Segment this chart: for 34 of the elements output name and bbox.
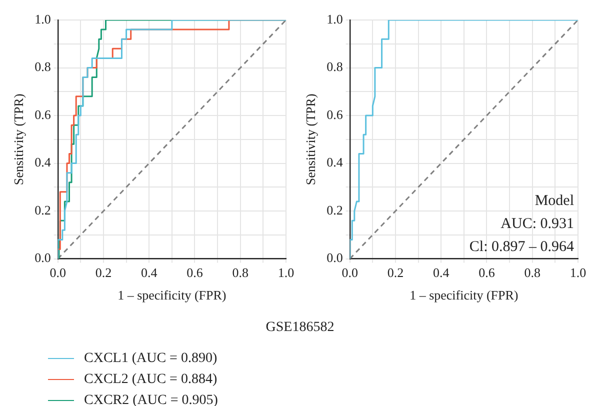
annotation: Cl: 0.897 – 0.964: [469, 239, 574, 256]
y-tick-label: 0.6: [34, 106, 52, 122]
x-tick-label: 0.6: [186, 265, 204, 280]
x-tick-label: 0.6: [478, 265, 496, 280]
y-tick-label: 0.4: [34, 154, 52, 170]
y-tick-label: 0.8: [34, 59, 51, 74]
x-tick-label: 0.0: [342, 265, 358, 280]
x-tick-label: 1.0: [570, 265, 586, 280]
y-tick-label: 0.2: [34, 202, 51, 218]
legend-label: CXCL2 (AUC = 0.884): [84, 372, 218, 388]
y-tick-label: 1.0: [326, 11, 343, 26]
x-tick-label: 0.2: [95, 265, 112, 280]
annotation: AUC: 0.931: [500, 216, 574, 232]
y-axis-title: Sensitivity (TPR): [303, 94, 318, 186]
x-tick-label: 0.8: [524, 265, 540, 280]
x-tick-label: 1.0: [278, 265, 294, 280]
y-tick-label: 0.4: [326, 154, 344, 170]
y-tick-label: 0.6: [326, 106, 344, 122]
legend-label: CXCL1 (AUC = 0.890): [84, 350, 218, 366]
y-tick-label: 0.0: [34, 250, 51, 266]
x-tick-label: 0.0: [50, 265, 66, 280]
x-tick-label: 0.4: [432, 265, 450, 280]
x-tick-label: 0.2: [387, 265, 404, 280]
y-tick-label: 1.0: [34, 11, 51, 26]
x-axis-title: 1 – specificity (FPR): [410, 288, 518, 303]
y-axis-title: Sensitivity (TPR): [11, 94, 26, 186]
y-tick-label: 0.0: [326, 250, 343, 266]
x-tick-label: 0.8: [232, 265, 248, 280]
text: GSE186582: [264, 320, 336, 336]
x-axis-title: 1 – specificity (FPR): [118, 288, 226, 303]
y-tick-label: 0.2: [326, 202, 343, 218]
y-tick-label: 0.8: [326, 59, 343, 74]
x-tick-label: 0.4: [140, 265, 158, 280]
annotation: Model: [534, 193, 574, 210]
